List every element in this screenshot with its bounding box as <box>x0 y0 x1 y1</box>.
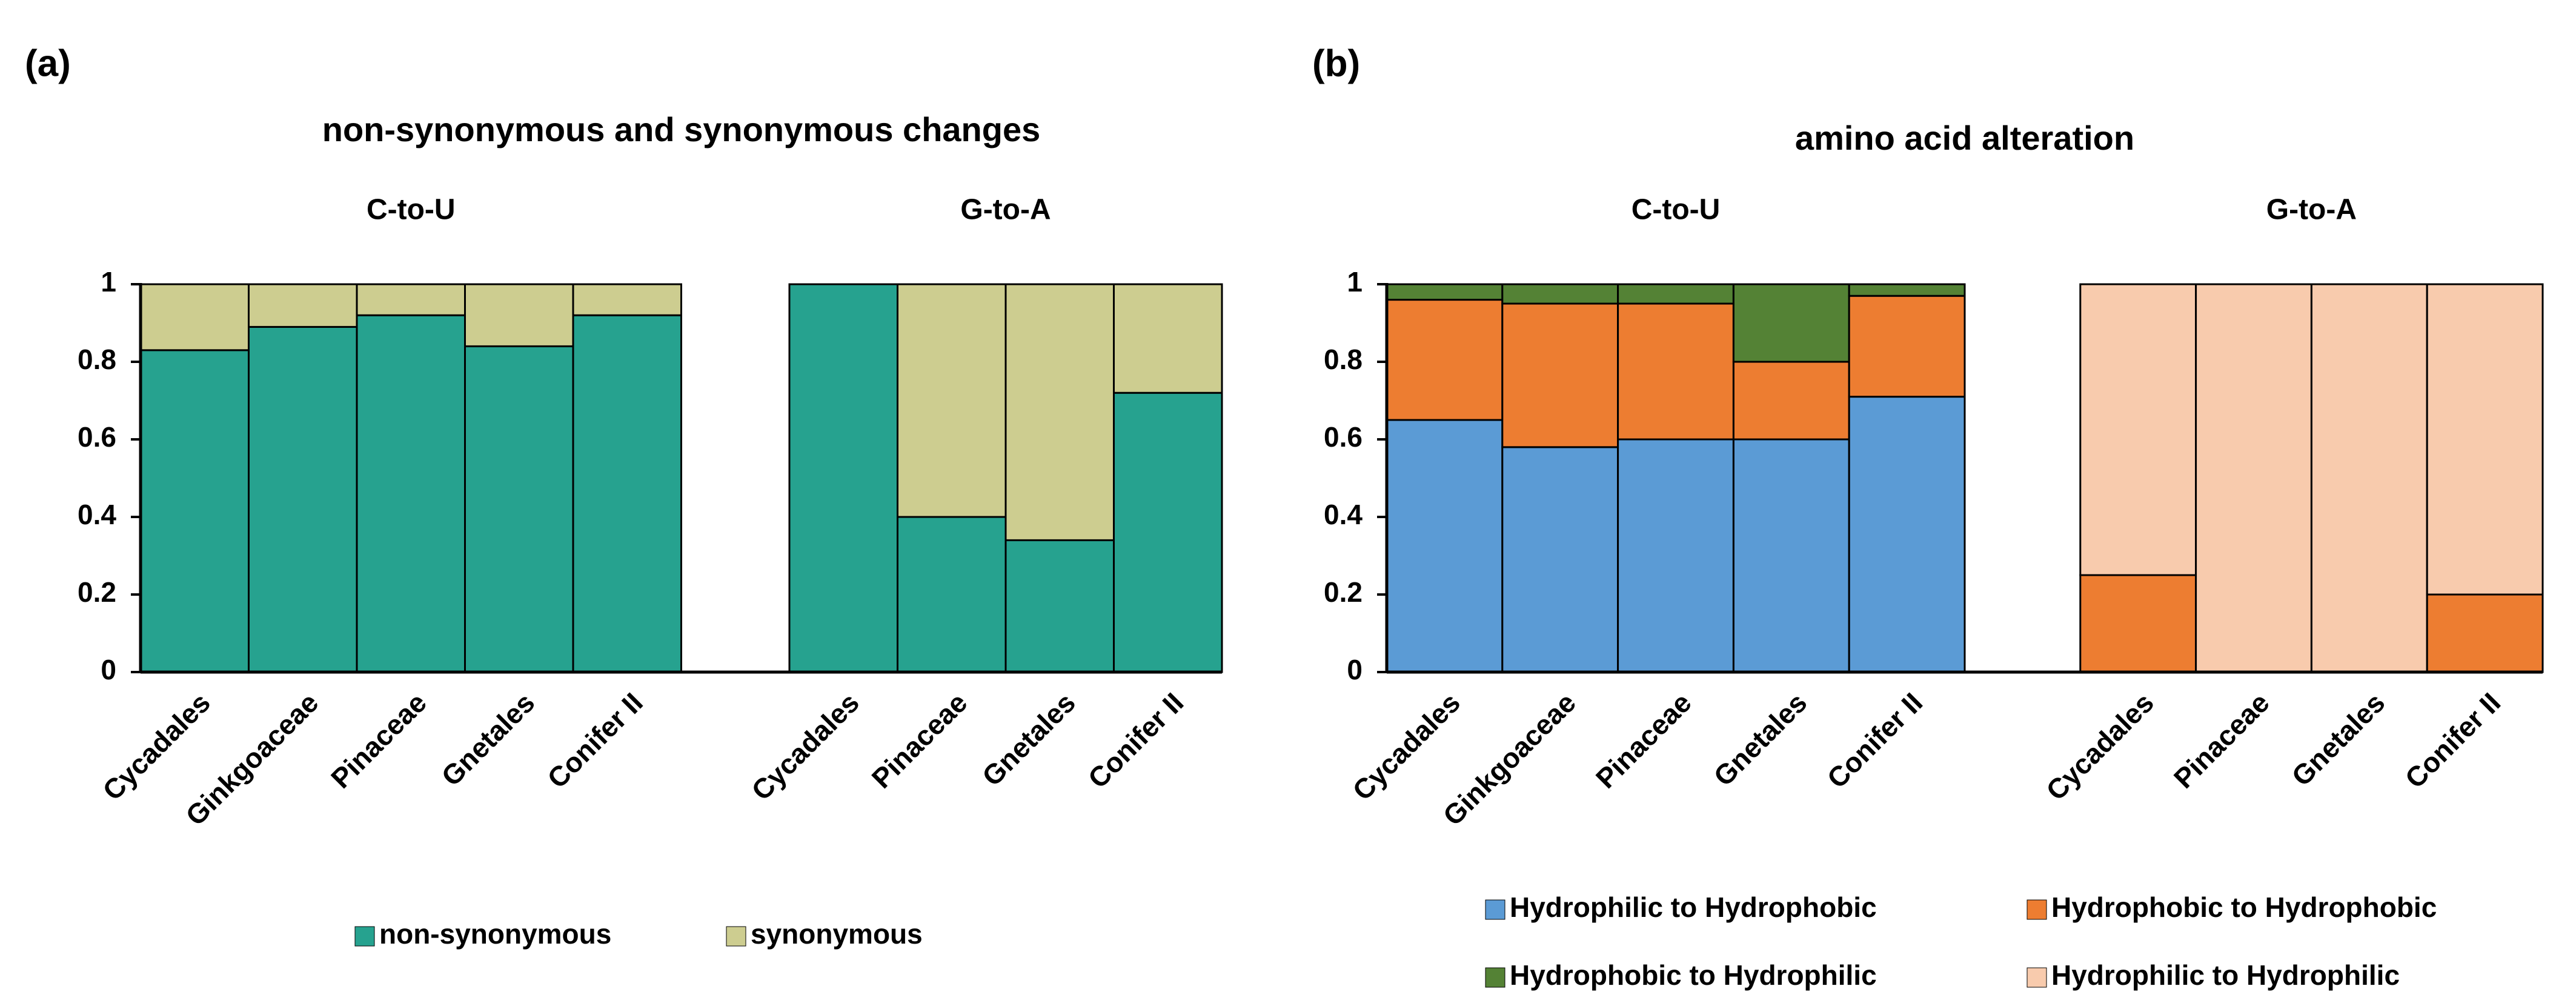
bar-segment <box>788 283 898 673</box>
y-tick-label: 1 <box>1347 266 1363 298</box>
bar-segment <box>1501 302 1619 448</box>
bar-segment <box>139 283 250 351</box>
legend-label: Hydrophobic to Hydrophilic <box>1510 959 1877 991</box>
bar-segment <box>1617 283 1734 305</box>
bar-segment <box>1004 539 1115 673</box>
bar-segment <box>464 283 574 347</box>
bar-segment <box>464 345 574 673</box>
bar-segment <box>248 283 358 328</box>
bar-segment <box>1732 283 1850 363</box>
y-tick-label: 0.4 <box>78 499 116 530</box>
y-tick-label: 0.4 <box>1324 499 1363 530</box>
group-label: C-to-U <box>367 194 456 226</box>
chart-title: non-synonymous and synonymous changes <box>322 110 1041 148</box>
legend-swatch <box>1485 967 1505 988</box>
bar-segment <box>2310 283 2428 673</box>
bar-segment <box>572 314 682 673</box>
legend-swatch <box>2027 967 2047 988</box>
y-tick-label: 0.8 <box>1324 344 1363 375</box>
bar-segment <box>572 283 682 316</box>
y-tick-label: 0 <box>101 654 116 685</box>
legend-label: Hydrophilic to Hydrophilic <box>2051 959 2400 991</box>
bar-segment <box>1617 438 1734 673</box>
bar-segment <box>2426 593 2544 673</box>
bar-segment <box>248 325 358 673</box>
bar-segment <box>897 283 1007 518</box>
bar-segment <box>1848 295 1966 398</box>
y-tick-label: 0.2 <box>78 576 116 608</box>
bar-segment <box>1386 283 1504 301</box>
bar-segment <box>1004 283 1115 541</box>
bar-segment <box>1617 302 1734 441</box>
bar-segment <box>1732 438 1850 673</box>
legend-swatch <box>1485 899 1505 920</box>
chart-title: amino acid alteration <box>1795 119 2134 157</box>
group-label: G-to-A <box>960 194 1051 226</box>
legend-swatch <box>354 926 375 947</box>
bar-segment <box>1848 396 1966 673</box>
y-tick-label: 0.8 <box>78 344 116 375</box>
bar-segment <box>1113 283 1223 394</box>
bar-segment <box>1386 299 1504 421</box>
group-label: G-to-A <box>2266 194 2357 226</box>
y-tick-label: 1 <box>101 266 116 298</box>
legend-label: synonymous <box>751 918 923 950</box>
legend-label: Hydrophobic to Hydrophobic <box>2051 891 2437 923</box>
legend-label: Hydrophilic to Hydrophobic <box>1510 891 1877 923</box>
bar-segment <box>1113 391 1223 673</box>
bar-segment <box>356 314 466 673</box>
y-tick-label: 0.6 <box>78 421 116 453</box>
bar-segment <box>2195 283 2312 673</box>
bar-segment <box>1501 283 1619 305</box>
bar-segment <box>356 283 466 316</box>
bar-segment <box>1501 446 1619 673</box>
panel-label: (a) <box>25 42 71 84</box>
y-tick-label: 0.6 <box>1324 421 1363 453</box>
legend-label: non-synonymous <box>379 918 611 950</box>
panel-label: (b) <box>1312 42 1360 84</box>
bar-segment <box>2079 574 2197 673</box>
bar-segment <box>897 516 1007 673</box>
bar-segment <box>139 349 250 673</box>
legend-swatch <box>2027 899 2047 920</box>
legend-swatch <box>726 926 746 947</box>
y-tick-label: 0 <box>1347 654 1363 685</box>
bar-segment <box>2079 283 2197 576</box>
bar-segment <box>1386 419 1504 673</box>
group-label: C-to-U <box>1632 194 1721 226</box>
bar-segment <box>2426 283 2544 596</box>
bar-segment <box>1848 283 1966 297</box>
bar-segment <box>1732 361 1850 441</box>
y-tick-label: 0.2 <box>1324 576 1363 608</box>
